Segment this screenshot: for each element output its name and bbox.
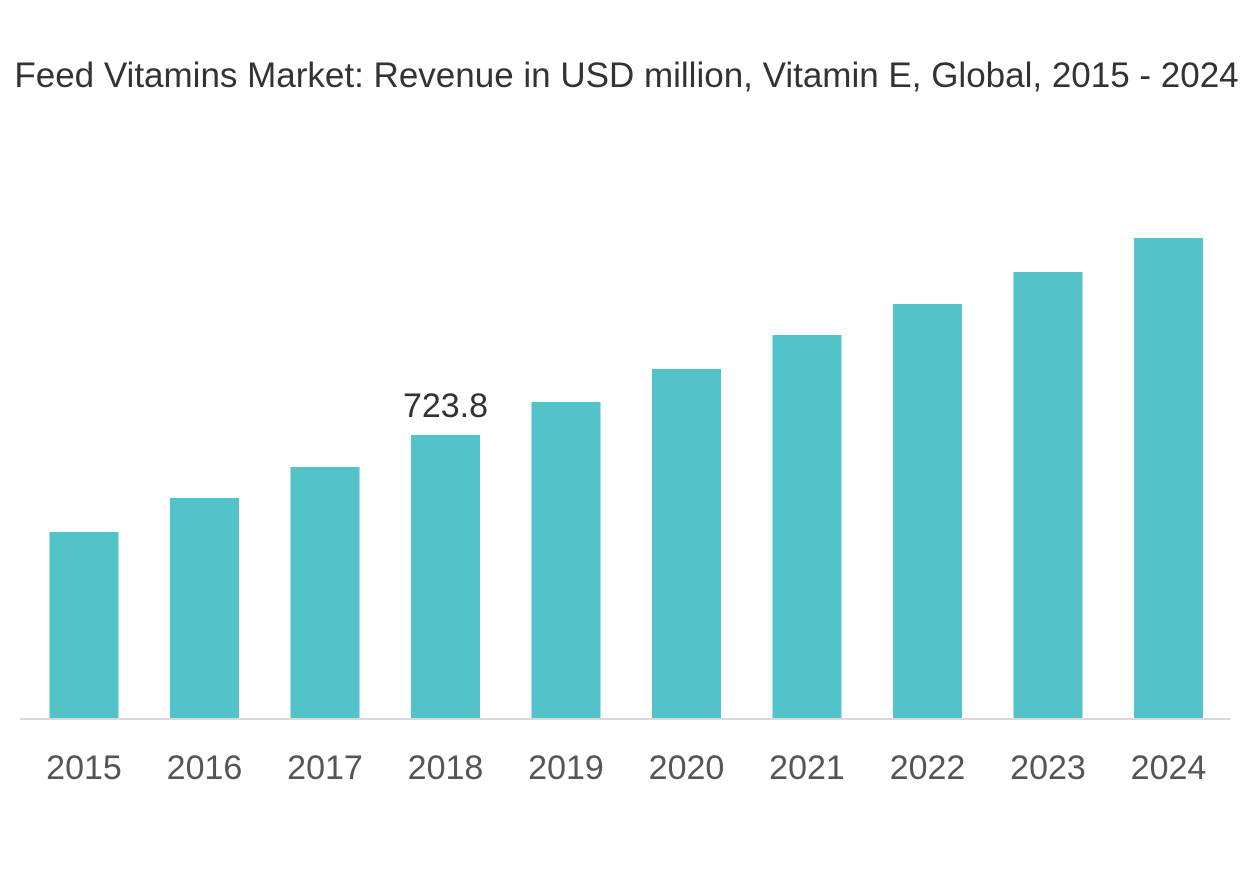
- bar-2017: [290, 466, 360, 718]
- bar-2016: [170, 497, 239, 718]
- x-tick-label-2018: 2018: [408, 749, 484, 787]
- bar-2018: [411, 435, 480, 718]
- x-tick-label-2015: 2015: [46, 749, 122, 787]
- data-label-2018: 723.8: [403, 387, 488, 425]
- bar-2019: [531, 402, 601, 718]
- x-tick-label-2021: 2021: [769, 749, 845, 787]
- chart-title: Feed Vitamins Market: Revenue in USD mil…: [14, 56, 1239, 95]
- bar-2020: [652, 369, 721, 718]
- x-tick-label-2023: 2023: [1010, 749, 1086, 787]
- x-tick-label-2017: 2017: [287, 749, 363, 787]
- bar-2015: [49, 532, 119, 718]
- bar-2023: [1013, 271, 1083, 718]
- x-tick-label-2022: 2022: [890, 749, 966, 787]
- x-tick-label-2024: 2024: [1131, 749, 1207, 787]
- bar-2021: [772, 334, 842, 718]
- bar-2022: [893, 303, 962, 718]
- x-tick-label-2020: 2020: [649, 749, 725, 787]
- x-tick-label-2019: 2019: [528, 749, 604, 787]
- x-tick-label-2016: 2016: [167, 749, 243, 787]
- bar-2024: [1134, 238, 1203, 718]
